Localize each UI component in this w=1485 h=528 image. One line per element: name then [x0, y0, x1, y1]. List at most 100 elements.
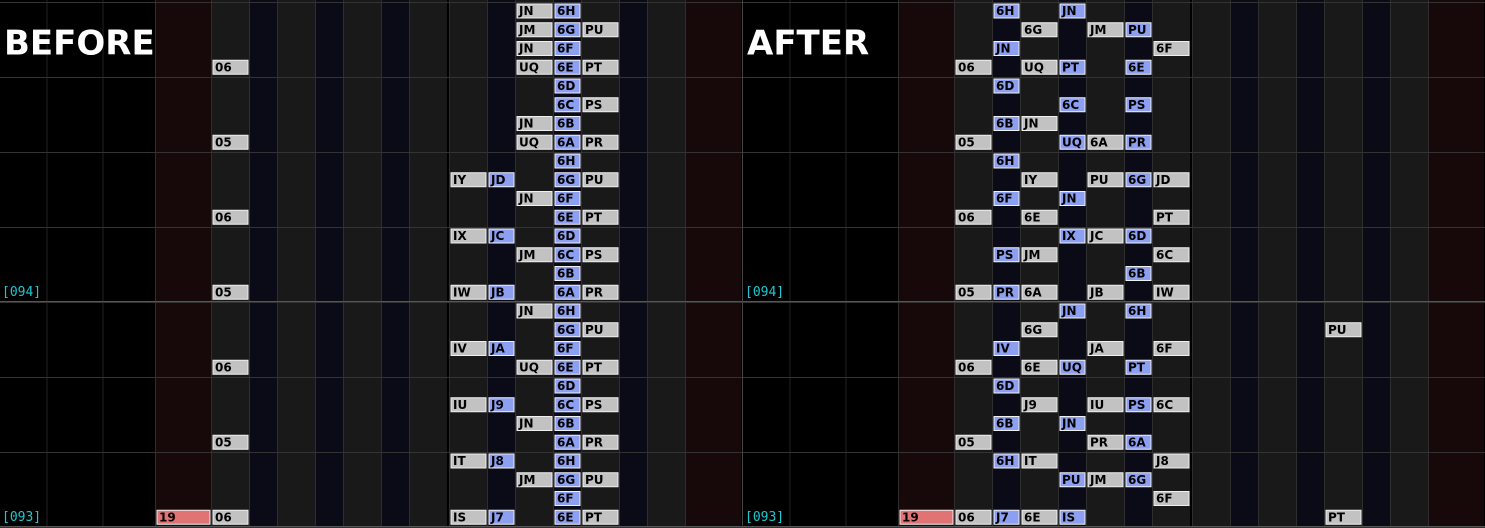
note [212, 434, 249, 450]
note-label: 6F [1156, 492, 1173, 506]
note [1125, 303, 1152, 319]
note [516, 472, 553, 488]
note [1125, 134, 1152, 150]
note [1153, 247, 1190, 263]
note-label: 6F [996, 192, 1013, 206]
note [212, 509, 249, 525]
note [582, 284, 619, 300]
note [1125, 172, 1152, 188]
note [516, 116, 553, 131]
note [1125, 22, 1152, 38]
note [1059, 359, 1086, 375]
note [993, 341, 1020, 356]
note [488, 228, 515, 244]
note [993, 3, 1020, 19]
note-label: J9 [490, 398, 504, 412]
note-label: 6C [1156, 398, 1173, 412]
note [1087, 397, 1124, 413]
note-label: 05 [215, 135, 232, 149]
note-label: IV [996, 342, 1010, 356]
note-label: 06 [958, 60, 975, 74]
note-label: 6A [557, 285, 575, 299]
note-label: J9 [1023, 398, 1037, 412]
note-label: IX [453, 229, 467, 243]
note-label: 6G [557, 323, 575, 337]
note [488, 172, 515, 188]
note-label: IU [1090, 398, 1104, 412]
note [516, 303, 553, 319]
note [955, 359, 992, 375]
lane [1193, 0, 1230, 528]
note-label: 6E [557, 60, 574, 74]
note [488, 397, 515, 413]
lane [450, 0, 487, 528]
note [1021, 453, 1058, 469]
note-label: PR [996, 285, 1014, 299]
note [554, 41, 581, 56]
note [993, 416, 1020, 431]
note [450, 341, 487, 356]
note-label: 6H [557, 304, 575, 318]
note [554, 191, 581, 206]
note [554, 284, 581, 300]
note-label: PT [1128, 360, 1146, 374]
note-label: 05 [958, 285, 975, 299]
note-label: IV [453, 342, 467, 356]
note-label: 6B [996, 117, 1014, 131]
note-label: 19 [159, 510, 176, 524]
note-label: PT [1156, 210, 1174, 224]
note-label: 6A [557, 435, 575, 449]
note [993, 453, 1020, 469]
note [516, 22, 553, 38]
note-label: 6A [1024, 285, 1042, 299]
lane [648, 0, 685, 528]
note-label: PU [585, 473, 604, 487]
note-label: JN [518, 417, 534, 431]
note-label: IS [1062, 510, 1075, 524]
note [156, 509, 211, 525]
lane [382, 0, 409, 528]
note-label: JN [518, 42, 534, 56]
note-label: PU [585, 323, 604, 337]
note [1325, 322, 1362, 338]
lane [316, 0, 343, 528]
note-label: PS [996, 248, 1013, 262]
note [1059, 3, 1086, 19]
note-label: 6E [557, 510, 574, 524]
note-label: 6G [557, 473, 575, 487]
note-label: IW [1156, 285, 1174, 299]
note-label: 6G [1128, 173, 1146, 187]
measure-label: [094] [745, 285, 784, 300]
note [955, 59, 992, 75]
note [1325, 509, 1362, 525]
note [899, 509, 954, 525]
lane [1429, 0, 1484, 528]
note-label: JN [1023, 117, 1039, 131]
note [582, 172, 619, 188]
note [554, 453, 581, 469]
note [450, 453, 487, 469]
note-label: IX [1062, 229, 1076, 243]
lane [1259, 0, 1296, 528]
panel: AFTER [094] [093] 6H JN 6G JM PU JN 6F 06 UQ PT 6E 6D 6… [743, 0, 1485, 528]
note-label: JC [490, 229, 504, 243]
note-label: 06 [958, 210, 975, 224]
note-label: PU [1328, 323, 1347, 337]
panel-heading: BEFORE [4, 24, 155, 64]
note-label: 19 [902, 510, 919, 524]
note [516, 59, 553, 75]
note [516, 41, 553, 56]
note [582, 97, 619, 113]
note [1125, 228, 1152, 244]
note [1125, 434, 1152, 450]
lane [278, 0, 315, 528]
note [955, 434, 992, 450]
note [554, 491, 581, 506]
note [516, 3, 553, 19]
note-label: 6H [557, 154, 575, 168]
note [488, 509, 515, 525]
note-label: 6E [1024, 210, 1041, 224]
note [554, 22, 581, 38]
note [450, 172, 487, 188]
note [993, 78, 1020, 94]
